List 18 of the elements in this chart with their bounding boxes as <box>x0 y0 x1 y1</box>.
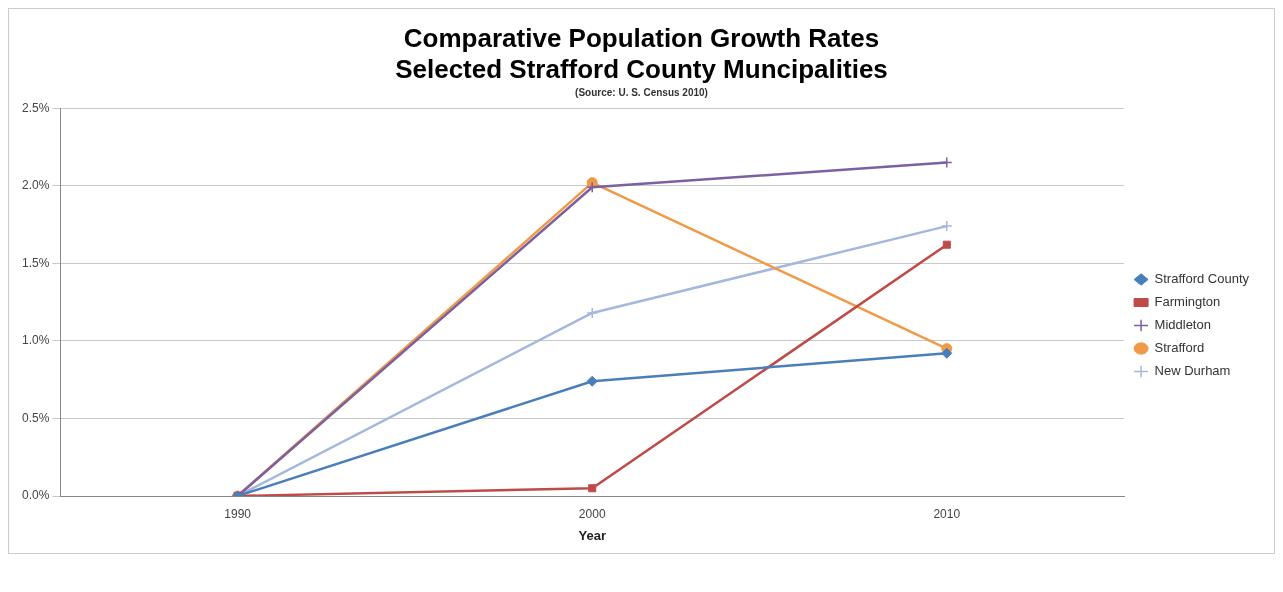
chart-subtitle: Selected Strafford County Muncipalities <box>394 54 889 85</box>
legend-label: New Durham <box>1154 363 1231 379</box>
y-tick-label: 0.5% <box>21 410 50 425</box>
legend-label: Strafford County <box>1154 271 1250 287</box>
x-tick-label: 2000 <box>578 506 606 521</box>
y-tick-label: 2.5% <box>21 100 50 115</box>
x-axis-title: Year <box>578 527 606 543</box>
y-tick-label: 2.0% <box>21 178 50 193</box>
legend-label: Strafford <box>1154 340 1205 356</box>
y-tick-label: 1.5% <box>21 255 50 270</box>
text: (Source: U. S. Census 2010) <box>574 87 709 98</box>
y-tick-label: 0.0% <box>21 488 50 503</box>
x-tick-label: 1990 <box>224 506 252 521</box>
y-tick-label: 1.0% <box>21 333 50 348</box>
legend-label: Farmington <box>1154 294 1221 310</box>
legend-label: Middleton <box>1154 317 1211 333</box>
x-tick-label: 2010 <box>933 506 961 521</box>
chart-title: Comparative Population Growth Rates <box>402 23 881 54</box>
